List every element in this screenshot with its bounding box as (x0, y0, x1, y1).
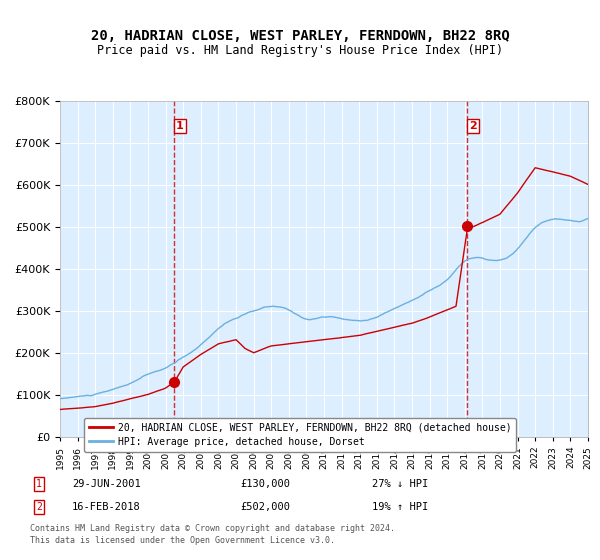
Text: 29-JUN-2001: 29-JUN-2001 (72, 479, 141, 489)
Legend: 20, HADRIAN CLOSE, WEST PARLEY, FERNDOWN, BH22 8RQ (detached house), HPI: Averag: 20, HADRIAN CLOSE, WEST PARLEY, FERNDOWN… (84, 418, 516, 451)
Text: 27% ↓ HPI: 27% ↓ HPI (372, 479, 428, 489)
Text: 2: 2 (469, 121, 476, 131)
Text: 19% ↑ HPI: 19% ↑ HPI (372, 502, 428, 512)
Text: 20, HADRIAN CLOSE, WEST PARLEY, FERNDOWN, BH22 8RQ: 20, HADRIAN CLOSE, WEST PARLEY, FERNDOWN… (91, 29, 509, 44)
Text: £502,000: £502,000 (240, 502, 290, 512)
Text: Price paid vs. HM Land Registry's House Price Index (HPI): Price paid vs. HM Land Registry's House … (97, 44, 503, 57)
Text: 1: 1 (176, 121, 184, 131)
Text: This data is licensed under the Open Government Licence v3.0.: This data is licensed under the Open Gov… (30, 536, 335, 545)
Text: 2: 2 (36, 502, 42, 512)
Text: Contains HM Land Registry data © Crown copyright and database right 2024.: Contains HM Land Registry data © Crown c… (30, 524, 395, 533)
Text: 1: 1 (36, 479, 42, 489)
Text: 16-FEB-2018: 16-FEB-2018 (72, 502, 141, 512)
Text: £130,000: £130,000 (240, 479, 290, 489)
